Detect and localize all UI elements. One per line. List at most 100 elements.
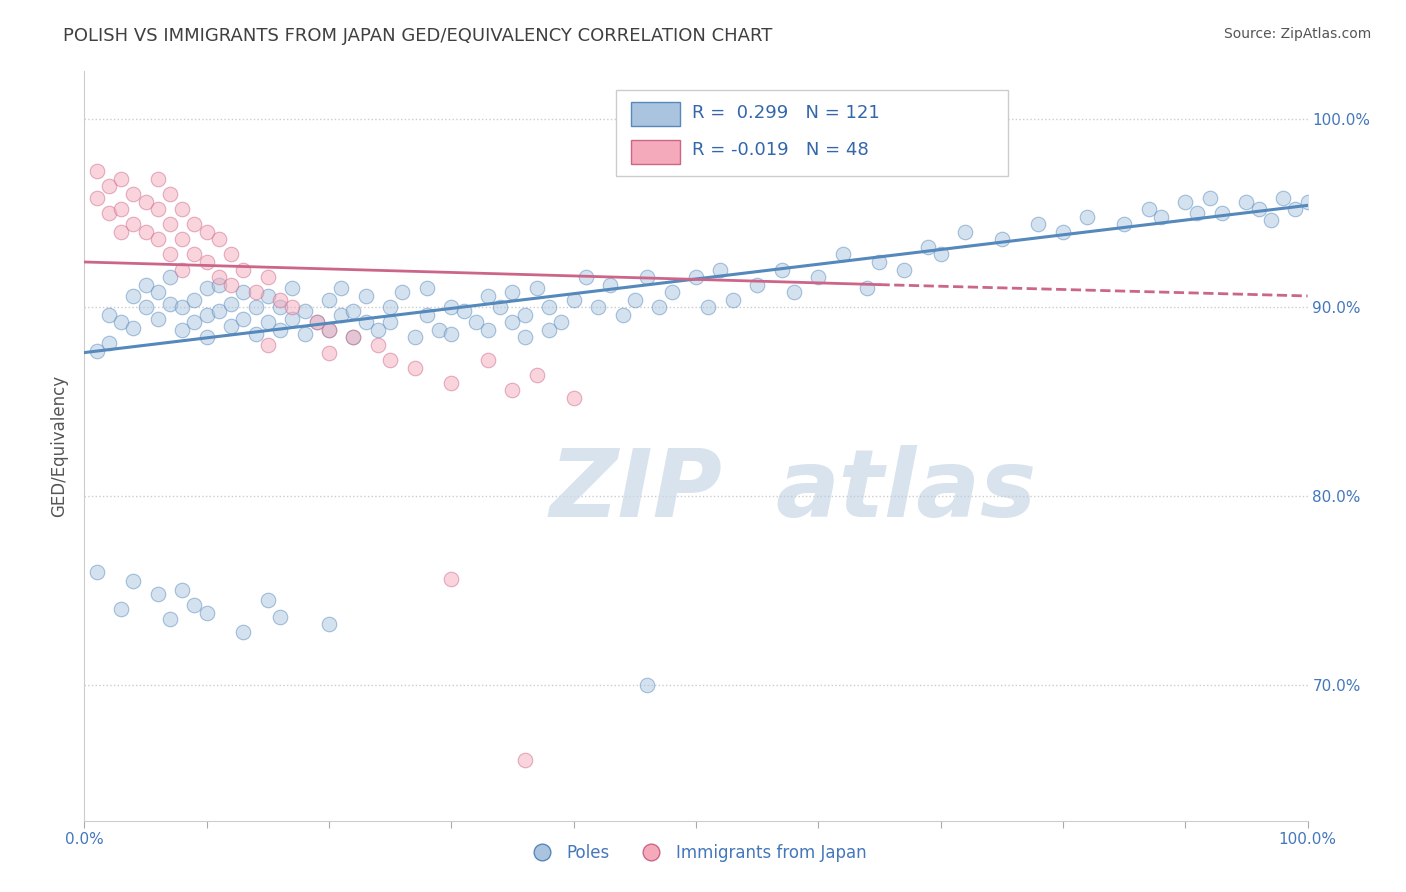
Point xyxy=(807,270,830,285)
Point xyxy=(245,326,267,341)
Point xyxy=(404,360,426,375)
Point xyxy=(146,587,169,601)
Text: R =  0.299   N = 121: R = 0.299 N = 121 xyxy=(692,103,880,121)
Point xyxy=(502,315,524,329)
Point xyxy=(624,293,647,307)
Point xyxy=(502,384,524,398)
Point xyxy=(869,255,891,269)
Point xyxy=(305,315,328,329)
Point xyxy=(219,277,242,292)
Point xyxy=(575,270,598,285)
Point xyxy=(146,232,169,246)
Point xyxy=(183,247,205,261)
Point xyxy=(1137,202,1160,216)
Point xyxy=(391,285,413,300)
Point xyxy=(269,609,291,624)
Point xyxy=(502,285,524,300)
Point xyxy=(477,323,499,337)
Point xyxy=(783,285,806,300)
Point xyxy=(183,599,205,613)
Point xyxy=(172,323,194,337)
Point xyxy=(269,300,291,314)
Point xyxy=(232,624,254,639)
Point xyxy=(281,281,304,295)
Point xyxy=(648,300,671,314)
Point xyxy=(172,262,194,277)
Point xyxy=(122,217,145,231)
Text: atlas: atlas xyxy=(776,445,1036,537)
Point xyxy=(513,308,536,322)
Point xyxy=(159,247,181,261)
Point xyxy=(1272,191,1295,205)
Point xyxy=(1284,202,1306,216)
Point xyxy=(159,296,181,310)
Point xyxy=(219,319,242,334)
Point xyxy=(257,592,280,607)
Point xyxy=(342,304,364,318)
Point xyxy=(354,315,377,329)
Point xyxy=(318,293,340,307)
Point xyxy=(232,262,254,277)
Point xyxy=(159,612,181,626)
Point xyxy=(1247,202,1270,216)
Point xyxy=(245,300,267,314)
Point xyxy=(856,281,879,295)
Point xyxy=(1028,217,1050,231)
Point xyxy=(110,315,132,329)
Point xyxy=(550,315,572,329)
Point xyxy=(219,296,242,310)
Point xyxy=(172,300,194,314)
Point xyxy=(183,217,205,231)
Point xyxy=(269,293,291,307)
Point xyxy=(440,326,463,341)
Point xyxy=(257,289,280,303)
Point xyxy=(172,232,194,246)
Point xyxy=(380,353,402,368)
Point xyxy=(135,194,157,209)
Text: ZIP: ZIP xyxy=(550,445,723,537)
Point xyxy=(305,315,328,329)
Point xyxy=(586,300,609,314)
Point xyxy=(318,323,340,337)
Point xyxy=(135,225,157,239)
Point xyxy=(416,281,439,295)
Point xyxy=(612,308,634,322)
Point xyxy=(122,187,145,202)
Point xyxy=(440,572,463,586)
Point xyxy=(257,270,280,285)
Point xyxy=(146,172,169,186)
Point xyxy=(97,206,120,220)
Point xyxy=(599,277,621,292)
Point xyxy=(917,240,939,254)
Point xyxy=(513,330,536,344)
Point xyxy=(269,323,291,337)
Point xyxy=(709,262,731,277)
Point xyxy=(159,217,181,231)
Point xyxy=(1150,210,1173,224)
Text: POLISH VS IMMIGRANTS FROM JAPAN GED/EQUIVALENCY CORRELATION CHART: POLISH VS IMMIGRANTS FROM JAPAN GED/EQUI… xyxy=(63,27,773,45)
Point xyxy=(195,330,218,344)
Legend: Poles, Immigrants from Japan: Poles, Immigrants from Japan xyxy=(519,838,873,869)
Point xyxy=(110,225,132,239)
Point xyxy=(1211,206,1233,220)
Point xyxy=(440,300,463,314)
Point xyxy=(122,321,145,335)
Point xyxy=(122,574,145,588)
Point xyxy=(440,376,463,390)
Point xyxy=(464,315,486,329)
Point xyxy=(367,323,389,337)
Point xyxy=(538,300,561,314)
Point xyxy=(1260,213,1282,227)
Point xyxy=(380,315,402,329)
Y-axis label: GED/Equivalency: GED/Equivalency xyxy=(51,375,69,517)
Point xyxy=(86,343,108,358)
Point xyxy=(1114,217,1136,231)
Point xyxy=(489,300,512,314)
Point xyxy=(172,202,194,216)
Point xyxy=(97,308,120,322)
Bar xyxy=(631,139,681,163)
Point xyxy=(122,289,145,303)
Point xyxy=(318,345,340,359)
Point xyxy=(991,232,1014,246)
Point xyxy=(318,323,340,337)
